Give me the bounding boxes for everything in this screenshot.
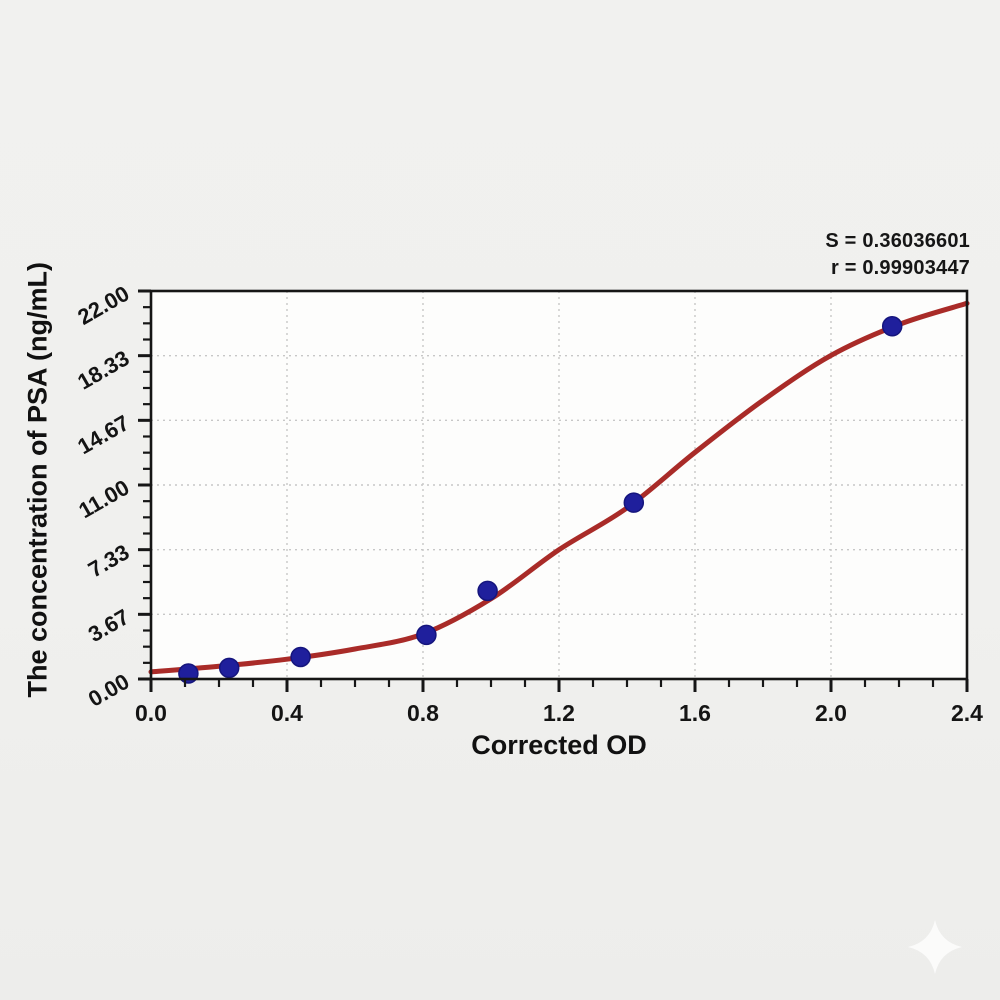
x-tick-label: 1.2 bbox=[543, 700, 575, 726]
x-tick-label: 0.8 bbox=[407, 700, 439, 726]
y-axis-title: The concentration of PSA (ng/mL) bbox=[22, 262, 53, 698]
x-axis-title: Corrected OD bbox=[471, 730, 647, 760]
y-tick-label: 7.33 bbox=[84, 539, 134, 582]
fit-stat-r: r = 0.99903447 bbox=[830, 257, 970, 279]
x-tick-label: 0.0 bbox=[135, 700, 167, 726]
data-point bbox=[218, 657, 240, 679]
x-tick-label: 2.0 bbox=[815, 700, 847, 726]
y-tick-label: 0.00 bbox=[84, 669, 134, 712]
x-tick-label: 2.4 bbox=[951, 700, 983, 726]
fit-stat-s: S = 0.36036601 bbox=[825, 230, 970, 252]
y-tick-label: 18.33 bbox=[73, 345, 133, 394]
data-point bbox=[881, 316, 903, 337]
y-tick-label: 3.67 bbox=[84, 604, 134, 647]
sparkle-watermark-icon bbox=[908, 920, 962, 974]
data-point bbox=[623, 492, 645, 513]
data-point bbox=[290, 646, 311, 668]
y-tick-label: 11.00 bbox=[74, 475, 133, 524]
fit-statistics: S = 0.36036601 r = 0.99903447 bbox=[825, 228, 970, 282]
x-tick-label: 1.6 bbox=[679, 700, 711, 726]
data-point bbox=[416, 624, 437, 646]
data-point bbox=[477, 580, 498, 602]
x-tick-label: 0.4 bbox=[271, 700, 303, 726]
y-tick-label: 14.67 bbox=[73, 410, 133, 459]
fit-curve bbox=[148, 300, 970, 675]
y-tick-label: 22.00 bbox=[73, 281, 133, 330]
